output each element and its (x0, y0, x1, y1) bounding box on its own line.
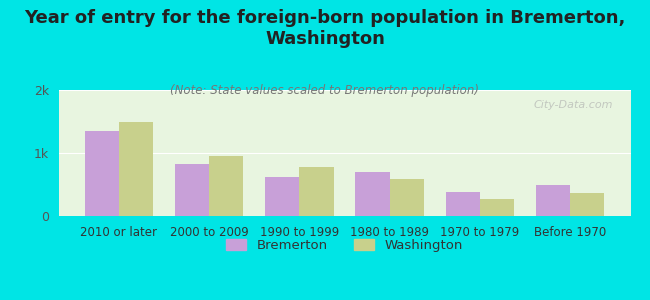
Bar (300, 167, 333, 216)
Bar (265, 177, 300, 216)
Bar (536, 184, 570, 216)
Bar (175, 164, 209, 216)
Bar (389, 179, 424, 216)
Text: City-Data.com: City-Data.com (534, 100, 614, 110)
Text: (Note: State values scaled to Bremerton population): (Note: State values scaled to Bremerton … (170, 84, 480, 97)
Text: Year of entry for the foreign-born population in Bremerton,
Washington: Year of entry for the foreign-born popul… (24, 9, 626, 48)
Bar (446, 192, 480, 216)
Bar (570, 193, 604, 216)
Legend: Bremerton, Washington: Bremerton, Washington (221, 233, 468, 257)
Bar (209, 156, 243, 216)
Bar (480, 199, 514, 216)
Bar (119, 122, 153, 216)
Bar (84, 131, 119, 216)
Bar (356, 172, 389, 216)
